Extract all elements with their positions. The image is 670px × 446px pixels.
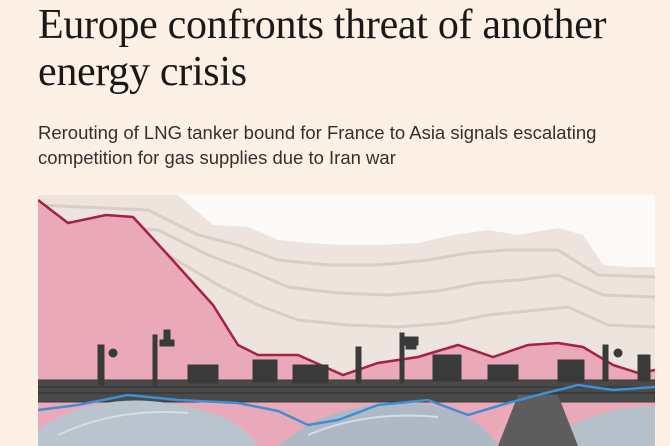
article-standfirst: Rerouting of LNG tanker bound for France… bbox=[38, 122, 597, 168]
article-headline: Europe confronts threat of another energ… bbox=[38, 2, 607, 95]
hero-image bbox=[38, 195, 655, 446]
lng-terminal-collage-icon bbox=[38, 195, 655, 446]
